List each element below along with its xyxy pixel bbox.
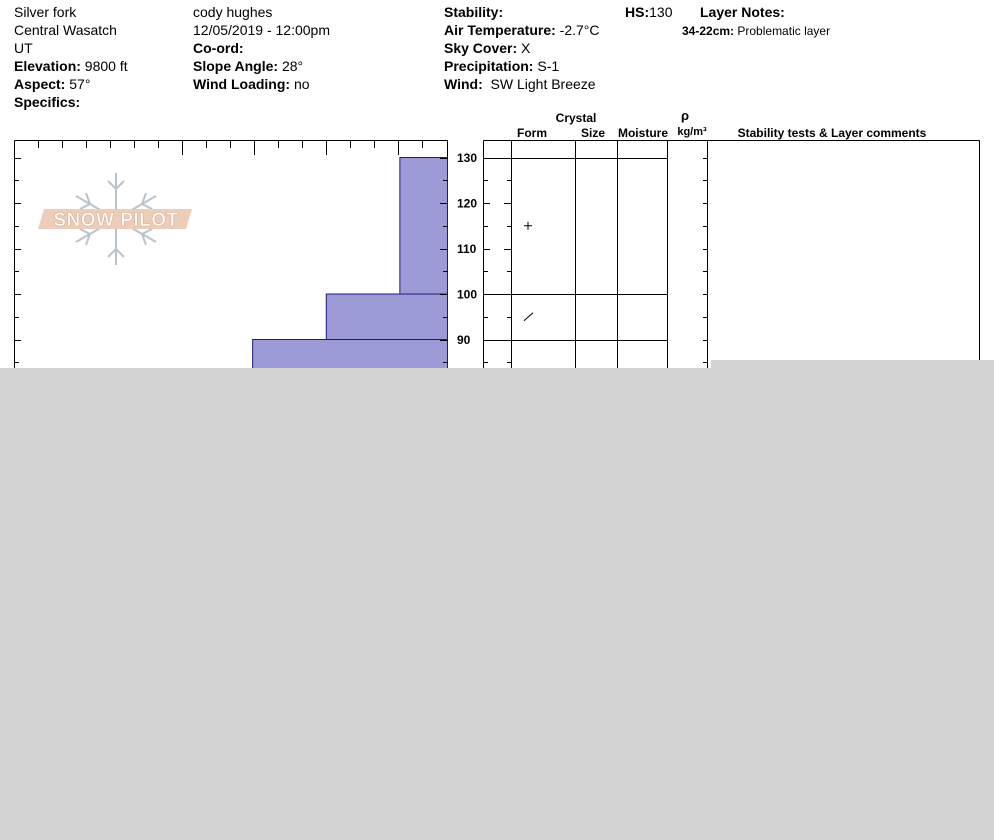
sky-row: Sky Cover: X <box>444 40 531 56</box>
hardness-bar-1 <box>325 293 449 340</box>
depth-label-120: 120 <box>457 197 477 211</box>
wind-loading-value: no <box>293 76 310 92</box>
gray-overlay-right-notch <box>711 360 994 368</box>
layer-boundary-lines <box>483 158 668 341</box>
logo-banner <box>38 209 192 229</box>
header-col-location: Silver fork Central Wasatch UT Elevation… <box>14 3 128 111</box>
sky-value: X <box>521 40 531 56</box>
observer-name: cody hughes <box>193 4 273 20</box>
hardness-left-ticks <box>14 158 21 363</box>
layer-note-text: Problematic layer <box>737 24 831 38</box>
layer-notes-heading: Layer Notes: <box>700 4 785 20</box>
aspect-row: Aspect: 57° <box>14 76 91 92</box>
stability-row: Stability: <box>444 4 504 20</box>
elevation-value: 9800 ft <box>84 58 128 74</box>
specifics-row: Specifics: <box>14 94 81 110</box>
col-header-rho: ρ <box>681 108 689 123</box>
elevation-row: Elevation: 9800 ft <box>14 58 128 74</box>
layer-note-row: 34-22cm: Problematic layer <box>682 22 830 40</box>
wind-value: SW Light Breeze <box>490 76 596 92</box>
state-name: UT <box>14 40 33 56</box>
header-col-conditions: Stability: Air Temperature: -2.7°C Sky C… <box>444 3 600 93</box>
coord-row: Co-ord: <box>193 40 244 56</box>
header-col-observer: cody hughes 12/05/2019 - 12:00pm Co-ord:… <box>193 3 330 93</box>
observation-datetime: 12/05/2019 - 12:00pm <box>193 22 330 38</box>
col-header-density-unit: kg/m³ <box>677 126 707 138</box>
slope-row: Slope Angle: 28° <box>193 58 304 74</box>
gray-overlay-lower <box>0 368 994 840</box>
comments-frame <box>707 140 980 370</box>
hardness-bars <box>252 157 449 372</box>
slope-value: 28° <box>281 58 304 74</box>
hs-value: 130 <box>649 4 673 20</box>
wind-row: Wind: SW Light Breeze <box>444 76 596 92</box>
depth-label-130: 130 <box>457 151 477 165</box>
hardness-bar-2 <box>252 339 448 372</box>
col-header-size: Size <box>581 126 605 140</box>
depth-label-90: 90 <box>457 333 471 347</box>
hs-row: HS:130 <box>625 4 673 20</box>
col-header-moisture: Moisture <box>618 126 668 140</box>
hardness-bar-0 <box>399 157 448 295</box>
crystal-form-symbols <box>523 221 534 322</box>
location-name: Silver fork <box>14 4 77 20</box>
depth-axis-ticks <box>440 158 448 363</box>
depth-column-ticks <box>483 158 708 363</box>
col-header-comments: Stability tests & Layer comments <box>738 126 927 140</box>
aspect-value: 57° <box>69 76 91 92</box>
range-name: Central Wasatch <box>14 22 117 38</box>
col-header-crystal: Crystal <box>556 111 597 125</box>
snow-pilot-logo: SNOW PILOT <box>38 173 192 265</box>
crystal-slash-1 <box>523 312 534 322</box>
precip-row: Precipitation: S-1 <box>444 58 560 74</box>
air-temp-row: Air Temperature: -2.7°C <box>444 22 600 38</box>
depth-label-110: 110 <box>457 242 477 256</box>
col-header-form: Form <box>517 126 547 140</box>
depth-axis-labels: 130 120 110 100 90 <box>457 151 477 347</box>
logo-text: SNOW PILOT <box>53 210 178 231</box>
precip-value: S-1 <box>537 58 560 74</box>
hardness-top-ticks <box>38 141 423 155</box>
layer-grid-frame <box>483 140 708 370</box>
layer-note-range: 34-22cm: <box>682 24 735 38</box>
wind-loading-row: Wind Loading: no <box>193 76 310 92</box>
air-temp-value: -2.7°C <box>559 22 600 38</box>
depth-label-100: 100 <box>457 288 477 302</box>
